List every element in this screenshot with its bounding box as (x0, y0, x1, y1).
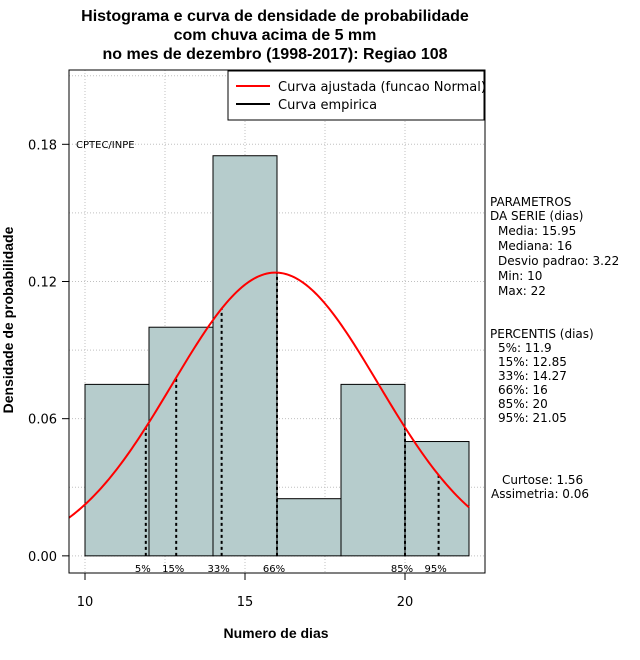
pct-85: 85%: 20 (498, 397, 548, 411)
histogram-bar (404, 441, 470, 557)
percentile-label: 95% (424, 564, 446, 575)
y-tick-label: 0.12 (28, 275, 57, 290)
side-panel: PARAMETROS DA SERIE (dias) Media: 15.95 … (490, 195, 619, 501)
percentile-label: 33% (208, 564, 230, 575)
percentile-label: 5% (135, 564, 151, 575)
histogram-bar (148, 326, 214, 557)
legend-empirical-label: Curva empirica (278, 98, 377, 113)
chart-title-line-3: no mes de dezembro (1998-2017): Regiao 1… (102, 46, 447, 63)
chart-title-line-2: com chuva acima de 5 mm (174, 27, 377, 44)
legend: Curva ajustada (funcao Normal) Curva emp… (227, 70, 486, 121)
params-title-2: DA SERIE (dias) (490, 209, 583, 223)
source-label: CPTEC/INPE (76, 140, 135, 151)
x-tick-label: 10 (77, 595, 94, 610)
pct-title: PERCENTIS (dias) (490, 327, 594, 341)
normal-fit-curve (68, 271, 470, 519)
assimetria: Assimetria: 0.06 (491, 487, 589, 501)
pct-5: 5%: 11.9 (498, 341, 552, 355)
params-title-1: PARAMETROS (490, 195, 571, 209)
y-tick-label: 0.18 (28, 138, 57, 153)
plot-frame (68, 69, 486, 574)
y-axis-title: Densidade de probabilidade (0, 226, 16, 413)
param-mediana: Mediana: 16 (498, 239, 572, 253)
y-tick-label: 0.06 (28, 413, 57, 428)
param-max: Max: 22 (498, 284, 546, 298)
x-tick-label: 15 (237, 595, 254, 610)
percentile-label: 85% (391, 564, 413, 575)
histogram-bar (340, 383, 406, 557)
chart-title-line-1: Histograma e curva de densidade de proba… (81, 8, 469, 25)
param-desvio: Desvio padrao: 3.22 (498, 254, 619, 268)
x-axis-title: Numero de dias (223, 625, 328, 641)
legend-box (227, 70, 485, 121)
histogram-bar (276, 498, 342, 557)
param-min: Min: 10 (498, 269, 542, 283)
pct-66: 66%: 16 (498, 383, 548, 397)
param-media: Media: 15.95 (498, 224, 576, 238)
y-tick-label: 0.00 (28, 550, 57, 565)
pct-33: 33%: 14.27 (498, 369, 567, 383)
x-tick-label: 20 (397, 595, 414, 610)
curves (68, 271, 470, 519)
curtose: Curtose: 1.56 (502, 473, 583, 487)
percentile-label: 66% (263, 564, 285, 575)
percentile-lines: 5% 15% 33% 66% 85% 95% (135, 272, 447, 575)
histogram-bars (84, 155, 470, 557)
percentile-label: 15% (162, 564, 184, 575)
legend-fit-label: Curva ajustada (funcao Normal) (278, 80, 486, 95)
pct-15: 15%: 12.85 (498, 355, 567, 369)
pct-95: 95%: 21.05 (498, 411, 567, 425)
